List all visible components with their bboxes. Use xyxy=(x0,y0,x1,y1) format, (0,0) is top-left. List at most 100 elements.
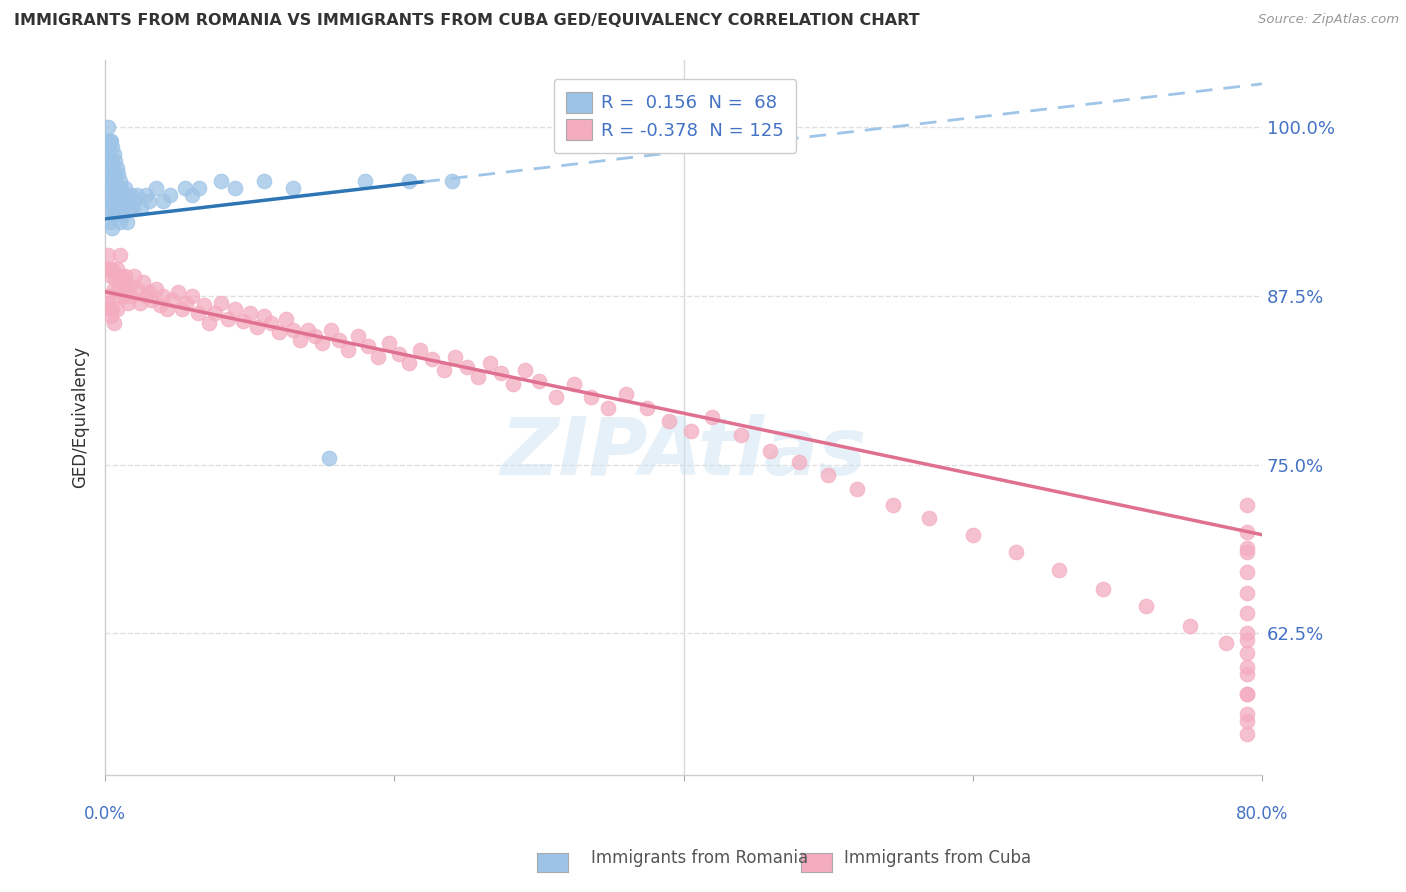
Point xyxy=(101,261,124,276)
Point xyxy=(846,482,869,496)
Point xyxy=(110,268,132,283)
Point xyxy=(105,302,128,317)
Point xyxy=(108,289,131,303)
Point xyxy=(107,282,129,296)
Point xyxy=(98,174,121,188)
Point xyxy=(114,268,136,283)
Point xyxy=(598,401,620,415)
Point xyxy=(100,174,122,188)
Point xyxy=(96,134,118,148)
Point xyxy=(108,174,131,188)
Point xyxy=(125,282,148,296)
Point xyxy=(614,387,637,401)
Point xyxy=(149,298,172,312)
Point xyxy=(491,366,513,380)
Point xyxy=(112,289,135,303)
Point xyxy=(111,208,134,222)
Point xyxy=(478,356,501,370)
Point xyxy=(239,306,262,320)
Point xyxy=(159,187,181,202)
Point xyxy=(730,427,752,442)
Text: IMMIGRANTS FROM ROMANIA VS IMMIGRANTS FROM CUBA GED/EQUIVALENCY CORRELATION CHAR: IMMIGRANTS FROM ROMANIA VS IMMIGRANTS FR… xyxy=(14,13,920,29)
Point xyxy=(319,322,342,336)
Point xyxy=(304,329,326,343)
Point xyxy=(98,153,121,168)
Point xyxy=(115,194,138,209)
Point xyxy=(224,302,246,317)
Point xyxy=(246,319,269,334)
Point xyxy=(98,134,121,148)
Point xyxy=(702,410,724,425)
Point xyxy=(170,302,193,317)
Point xyxy=(420,352,443,367)
Point xyxy=(97,120,120,134)
Point xyxy=(104,271,127,285)
Point xyxy=(217,311,239,326)
Point xyxy=(311,336,333,351)
Point xyxy=(354,174,377,188)
Point xyxy=(1049,563,1071,577)
Point xyxy=(103,282,125,296)
Point xyxy=(209,174,232,188)
Point xyxy=(108,248,131,262)
Point xyxy=(1236,687,1258,701)
Point xyxy=(187,306,209,320)
Point xyxy=(253,309,276,323)
Point xyxy=(118,201,141,215)
Point xyxy=(98,261,121,276)
Point xyxy=(181,187,204,202)
Point xyxy=(121,201,143,215)
Point xyxy=(101,181,124,195)
Point xyxy=(120,289,142,303)
Point xyxy=(260,316,283,330)
Point xyxy=(502,376,524,391)
Text: Immigrants from Romania: Immigrants from Romania xyxy=(591,849,807,867)
Point xyxy=(546,390,568,404)
Point xyxy=(115,282,138,296)
Point xyxy=(579,390,602,404)
Point xyxy=(101,302,124,317)
Point xyxy=(267,325,290,339)
Point xyxy=(513,363,536,377)
Point xyxy=(679,424,702,438)
Point xyxy=(1236,566,1258,580)
Point xyxy=(1236,524,1258,539)
Point xyxy=(193,298,215,312)
Point xyxy=(283,322,305,336)
Point xyxy=(160,293,183,307)
Point xyxy=(100,134,122,148)
Point xyxy=(377,336,399,351)
Point xyxy=(1178,619,1201,633)
Point xyxy=(135,187,157,202)
Point xyxy=(97,201,120,215)
Text: 80.0%: 80.0% xyxy=(1236,805,1288,823)
Point xyxy=(108,194,131,209)
Point xyxy=(1236,647,1258,661)
Point xyxy=(918,511,941,525)
Point xyxy=(103,316,125,330)
Point xyxy=(114,181,136,195)
Point xyxy=(101,221,124,235)
Point xyxy=(97,161,120,175)
Point xyxy=(141,293,163,307)
Point xyxy=(188,181,211,195)
Point xyxy=(145,181,167,195)
Point xyxy=(156,302,179,317)
Point xyxy=(357,339,380,353)
Point xyxy=(318,450,340,465)
Point xyxy=(96,153,118,168)
Point xyxy=(103,167,125,181)
Point xyxy=(107,167,129,181)
Point xyxy=(97,248,120,262)
Point xyxy=(101,140,124,154)
Point xyxy=(456,360,478,375)
Point xyxy=(98,214,121,228)
Point xyxy=(138,285,160,299)
Point xyxy=(232,314,254,328)
Point xyxy=(1236,632,1258,647)
Point xyxy=(204,306,226,320)
Point xyxy=(274,311,297,326)
Point xyxy=(328,334,350,348)
Point xyxy=(658,414,681,428)
Point xyxy=(98,302,121,317)
